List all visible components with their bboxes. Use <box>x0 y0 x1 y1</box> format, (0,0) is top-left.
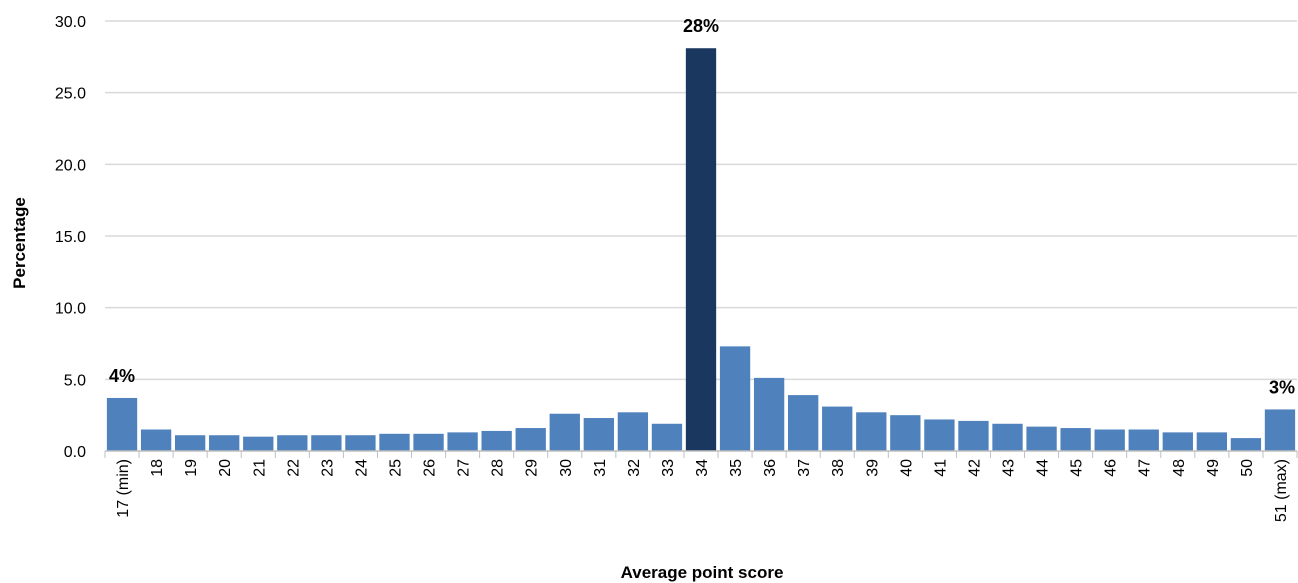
bar <box>1128 429 1159 451</box>
x-tick-label: 24 <box>353 459 370 477</box>
x-tick-label: 31 <box>592 459 609 477</box>
bar <box>1094 429 1125 451</box>
data-label: 3% <box>1269 377 1295 397</box>
x-tick-label: 51 (max) <box>1273 459 1290 522</box>
y-tick-label: 10.0 <box>55 301 86 318</box>
bar <box>174 435 206 451</box>
x-tick-label: 30 <box>558 459 575 477</box>
bar <box>958 420 989 451</box>
x-tick-label: 33 <box>660 459 677 477</box>
bar <box>1060 428 1091 451</box>
y-axis-title: Percentage <box>10 197 29 289</box>
bar <box>1264 409 1296 451</box>
x-tick-label: 43 <box>1001 459 1018 477</box>
bar <box>1026 426 1057 451</box>
x-tick-label: 27 <box>456 459 473 477</box>
x-tick-label: 23 <box>319 459 336 477</box>
bar <box>992 423 1023 451</box>
x-tick-label: 38 <box>830 459 847 477</box>
bar <box>549 413 580 451</box>
x-tick-label: 47 <box>1137 459 1154 477</box>
bar <box>1196 432 1228 451</box>
x-tick-label: 32 <box>626 459 643 477</box>
bar <box>413 433 444 451</box>
bar <box>719 346 751 451</box>
bar <box>140 429 172 451</box>
bar <box>753 377 785 451</box>
x-tick-label: 19 <box>183 459 200 477</box>
x-tick-label: 42 <box>966 459 983 477</box>
x-tick-label: 49 <box>1205 459 1222 477</box>
bar <box>583 418 614 451</box>
x-tick-label: 44 <box>1035 459 1052 477</box>
x-tick-label: 20 <box>217 459 234 477</box>
x-tick-label: 28 <box>490 459 507 477</box>
x-tick-label: 39 <box>864 459 881 477</box>
bar <box>277 435 308 451</box>
x-tick-label: 35 <box>728 459 745 477</box>
x-tick-label: 21 <box>251 459 268 477</box>
y-tick-label: 15.0 <box>55 229 86 246</box>
bar <box>106 397 138 451</box>
x-tick-label: 25 <box>387 459 404 477</box>
bars <box>106 48 1296 451</box>
bar <box>788 395 819 451</box>
y-axis-ticks: 0.0 5.0 10.0 15.0 20.0 25.0 30.0 <box>55 14 86 461</box>
y-tick-label: 30.0 <box>55 14 86 31</box>
y-tick-label: 20.0 <box>55 157 86 174</box>
x-tick-label: 45 <box>1069 459 1086 477</box>
y-tick-label: 5.0 <box>64 372 86 389</box>
bar <box>856 412 887 451</box>
data-label: 28% <box>683 16 719 36</box>
data-label: 4% <box>109 366 135 386</box>
bar <box>685 48 717 451</box>
bar <box>345 435 376 451</box>
y-tick-label: 0.0 <box>64 444 86 461</box>
bar <box>1230 438 1262 451</box>
bar <box>617 412 649 451</box>
x-tick-label: 26 <box>422 459 439 477</box>
x-tick-label: 40 <box>898 459 915 477</box>
x-axis-title: Average point score <box>621 563 784 582</box>
x-tick-label: 48 <box>1171 459 1188 477</box>
x-tick-label: 17 (min) <box>115 459 132 518</box>
bar <box>822 406 853 451</box>
bar <box>924 419 955 451</box>
bar <box>243 436 274 451</box>
x-tick-label: 50 <box>1239 459 1256 477</box>
x-tick-label: 29 <box>524 459 541 477</box>
data-labels: 4% 28% 3% <box>109 16 1295 397</box>
bar <box>890 415 921 451</box>
bar <box>481 430 512 451</box>
x-tick-label: 22 <box>285 459 302 477</box>
bar <box>447 432 478 451</box>
x-tick-label: 37 <box>796 459 813 477</box>
x-tick-label: 46 <box>1103 459 1120 477</box>
x-tick-label: 34 <box>694 459 711 477</box>
x-axis-ticks: 17 (min) 18 19 20 21 22 23 24 25 26 27 28 29 30 31 32 33… <box>104 451 1298 522</box>
bar <box>651 423 683 451</box>
y-tick-label: 25.0 <box>55 86 86 103</box>
bar <box>515 428 546 451</box>
bar <box>209 435 240 451</box>
x-tick-label: 18 <box>149 459 166 477</box>
bar <box>311 435 342 451</box>
x-tick-label: 36 <box>762 459 779 477</box>
x-tick-label: 41 <box>932 459 949 477</box>
bar <box>1162 432 1193 451</box>
bar <box>379 433 410 451</box>
